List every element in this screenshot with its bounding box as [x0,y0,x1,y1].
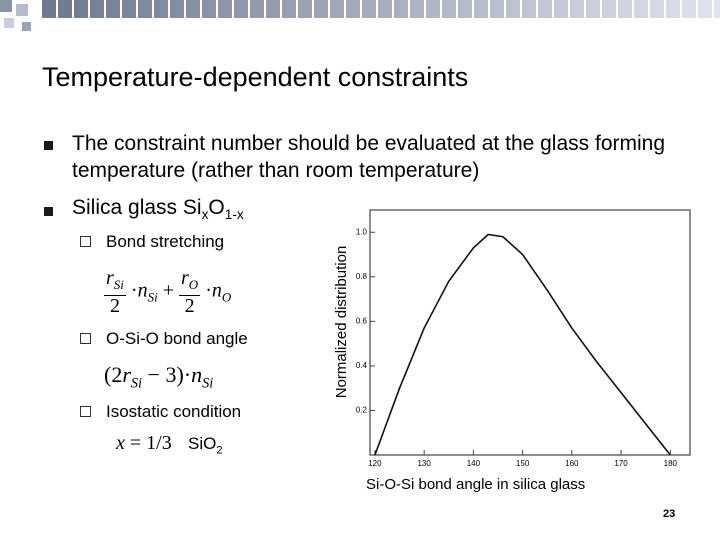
subscript: x [201,207,209,223]
f: 2 [111,362,123,387]
data-line [374,233,671,456]
x-tick-label: 170 [614,459,628,468]
plot-frame [369,209,691,456]
sub-bullet-marker [80,406,91,417]
decoration [22,22,31,31]
f: Si [202,375,214,392]
f: O [221,289,232,305]
sub-bullet-marker [80,236,91,247]
x-tick-label: 140 [467,459,481,468]
f: − [147,362,160,387]
decoration [16,4,28,16]
page-number: 23 [663,508,676,520]
f: n [211,279,222,302]
y-tick-label: 0.8 [356,272,368,281]
bullet-text: The constraint number should be evaluate… [72,132,666,182]
bullet-marker [44,207,53,216]
f: r [122,362,131,387]
decoration [4,18,14,28]
f: · [183,362,192,387]
x-tick-label: 120 [368,459,382,468]
sub-bullet-marker [80,333,91,344]
f: r [106,267,114,289]
x-tick-label: 130 [417,459,431,468]
text: Silica glass Si [72,196,202,219]
f: + [162,279,174,302]
bullet-marker [44,141,53,150]
y-tick-label: 0.4 [356,361,368,370]
sub-bullet-text: Bond stretching [106,232,225,251]
f: · [130,279,138,302]
f: n [191,362,203,387]
sub-bullet-text: O-Si-O bond angle [106,329,248,348]
silica-formula: SiO2 [188,434,223,456]
x-tick-label: 180 [664,459,678,468]
f: Si [147,289,158,305]
bullet-text: Silica glass SixO1-x [72,196,244,222]
formula: x = 1/3 [116,432,172,455]
f: 3 [165,362,177,387]
f: Si [113,277,124,292]
text: O [208,196,225,219]
x-tick-label: 150 [516,459,530,468]
subscript: 1-x [224,207,244,223]
sub-bullet-text: Isostatic condition [106,402,242,421]
y-tick-label: 0.2 [356,406,368,415]
f: O [188,277,199,292]
slide-title: Temperature-dependent constraints [42,62,469,92]
f: Si [130,375,143,392]
chart: Normalized distribution 0.2 0.4 0.6 0.8 1.0 1… [333,209,691,468]
f: = [129,432,142,454]
decoration-bar [42,0,720,18]
chart-caption: Si-O-Si bond angle in silica glass [366,476,586,493]
formula: rSi 2 ·nSi + rO 2 ·nO [104,268,231,316]
formula: (2rSi − 3)·nSi [104,362,213,392]
f: n [137,279,148,302]
f: ) [176,362,184,387]
y-axis-label: Normalized distribution [333,246,350,399]
f: · [205,279,212,302]
text: SiO [188,434,217,453]
f: 2 [109,295,120,317]
x-tick-label: 160 [565,459,579,468]
decoration [0,0,12,12]
f: x [116,432,125,454]
subscript: 2 [216,444,223,457]
f: r [181,267,189,289]
f: 1/3 [146,432,172,454]
f: ( [104,362,112,387]
f: 2 [184,295,195,317]
y-tick-label: 1.0 [356,227,368,236]
y-tick-label: 0.6 [356,316,368,325]
